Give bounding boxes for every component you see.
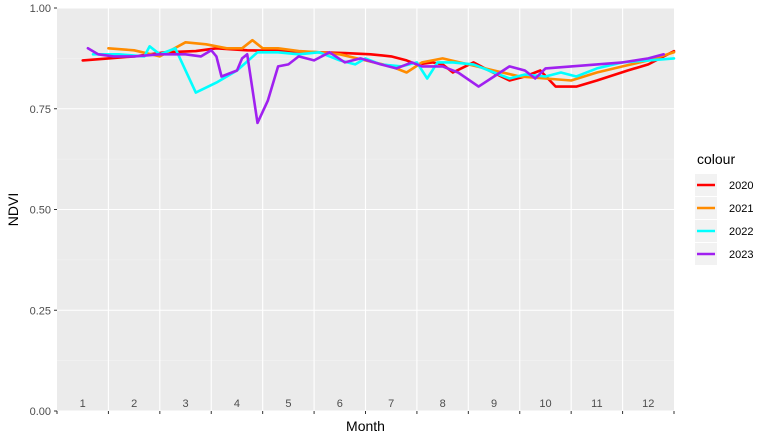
x-tick-label: 9 bbox=[491, 398, 497, 410]
legend-label-2022: 2022 bbox=[729, 226, 753, 238]
x-tick-label: 6 bbox=[337, 398, 343, 410]
legend-label-2020: 2020 bbox=[729, 180, 753, 192]
legend-label-2021: 2021 bbox=[729, 203, 753, 215]
x-axis: 1 2 3 4 5 6 7 8 9 10 11 12 bbox=[56, 398, 675, 414]
x-tick-label: 12 bbox=[642, 398, 654, 410]
y-tick-label: 1.00 bbox=[30, 3, 51, 15]
x-tick-label: 3 bbox=[182, 398, 188, 410]
series-layer bbox=[81, 38, 676, 125]
legend: colour 2020 2021 2022 2023 bbox=[695, 151, 753, 265]
x-tick-label: 5 bbox=[285, 398, 291, 410]
legend-title: colour bbox=[697, 151, 735, 167]
x-tick-label: 1 bbox=[80, 398, 86, 410]
y-axis: 0.00 0.25 0.50 0.75 1.00 bbox=[30, 3, 57, 418]
x-tick-label: 7 bbox=[388, 398, 394, 410]
legend-label-2023: 2023 bbox=[729, 249, 753, 261]
x-tick-label: 2 bbox=[131, 398, 137, 410]
x-tick-label: 4 bbox=[234, 398, 240, 410]
y-tick-label: 0.00 bbox=[30, 406, 51, 418]
x-tick-label: 11 bbox=[591, 398, 602, 410]
x-tick-label: 10 bbox=[539, 398, 551, 410]
x-tick-label: 8 bbox=[440, 398, 446, 410]
series-line-2023 bbox=[86, 46, 666, 125]
y-tick-label: 0.25 bbox=[30, 305, 51, 317]
x-axis-title: Month bbox=[346, 418, 385, 434]
y-tick-label: 0.75 bbox=[30, 104, 51, 116]
grid-major bbox=[57, 7, 674, 412]
y-tick-label: 0.50 bbox=[30, 205, 51, 217]
series-line-2020 bbox=[81, 46, 676, 88]
y-axis-title: NDVI bbox=[5, 193, 21, 226]
